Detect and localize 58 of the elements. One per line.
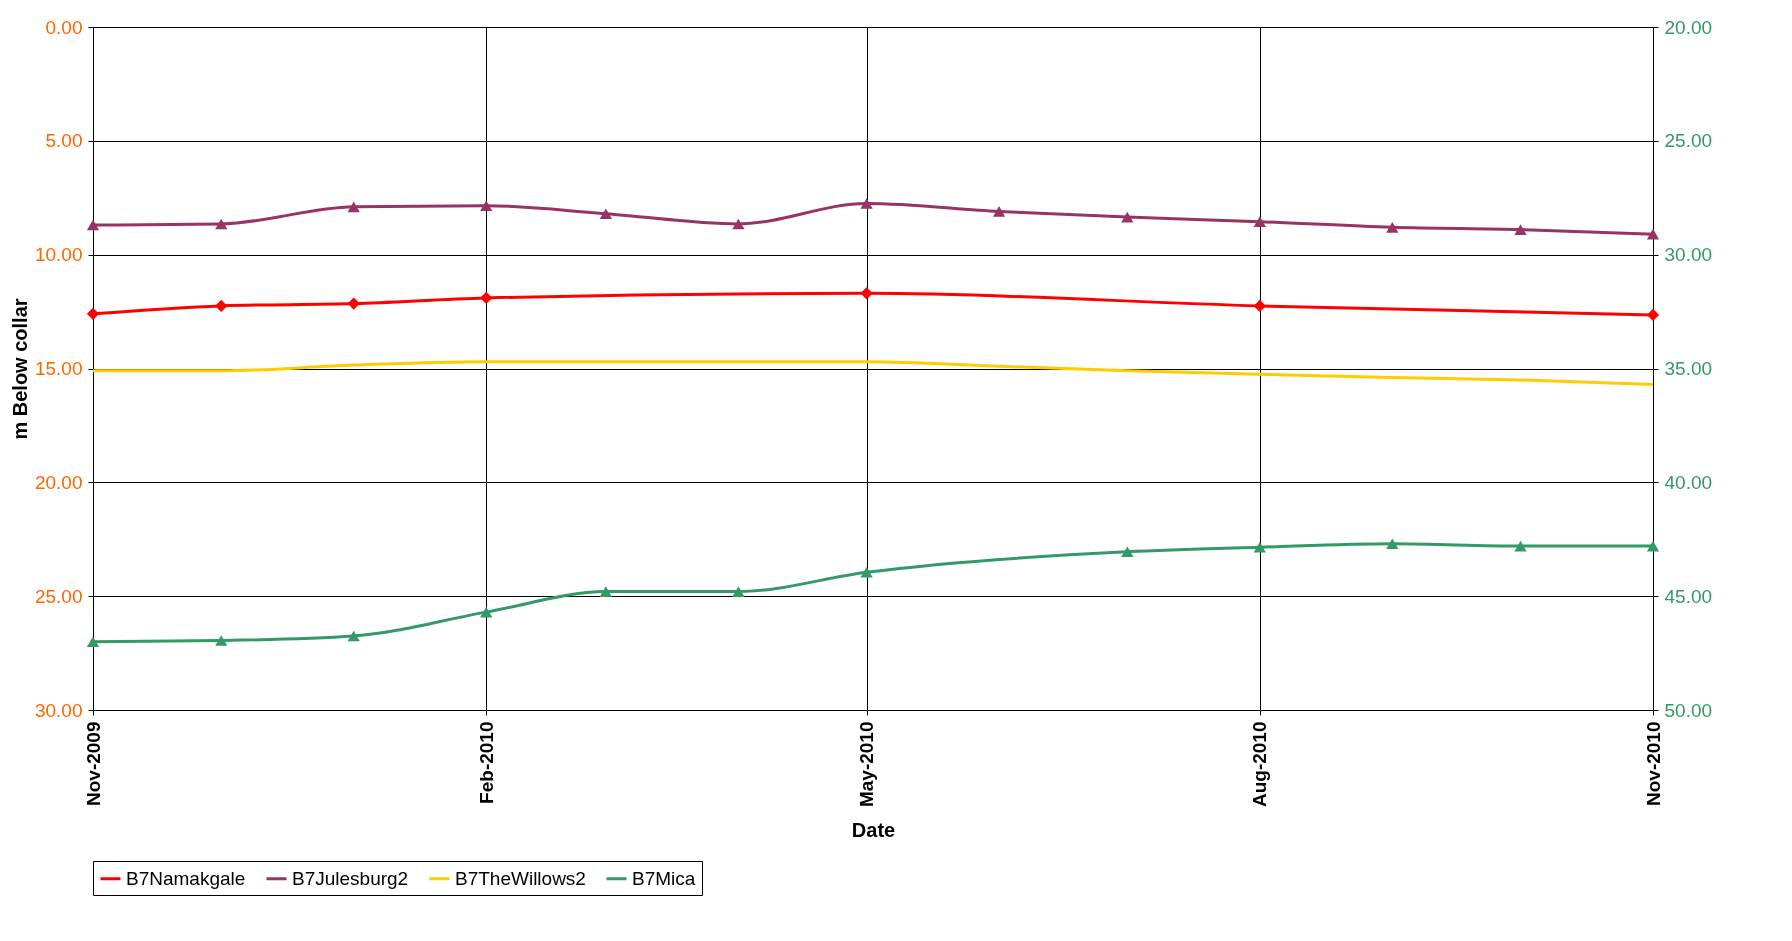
point [599, 208, 612, 219]
y-tick-label: 0.00 [45, 16, 83, 38]
point [1514, 224, 1527, 235]
point [1253, 299, 1266, 313]
y-tick-label: 5.00 [45, 130, 83, 152]
point [1121, 546, 1134, 558]
point [1386, 222, 1399, 233]
x-tick-label: Nov-2010 [1642, 721, 1664, 806]
y2-tick-label: 50.00 [1664, 699, 1713, 721]
point [215, 635, 228, 646]
point [347, 630, 360, 642]
point [1646, 228, 1660, 240]
point [86, 219, 100, 231]
y-tick-label: 25.00 [34, 585, 83, 607]
point [347, 297, 360, 310]
x-tick-label: May-2010 [856, 721, 878, 808]
point [599, 586, 612, 597]
y-tick-label: 30.00 [34, 699, 83, 721]
point [732, 586, 745, 597]
x-tick-label: Nov-2009 [82, 721, 104, 806]
point [480, 291, 493, 305]
point [86, 636, 100, 647]
point [347, 201, 360, 213]
y2-tick-label: 25.00 [1664, 130, 1713, 152]
y2-tick-label: 30.00 [1664, 244, 1713, 266]
point [1386, 538, 1399, 550]
point [860, 566, 873, 578]
y2-tick-label: 45.00 [1664, 585, 1713, 607]
y-tick-label: 15.00 [34, 358, 83, 379]
point [1121, 211, 1134, 223]
point [860, 287, 873, 300]
point [1253, 541, 1266, 553]
point [480, 606, 493, 618]
point [480, 200, 493, 212]
x-tick-label: Aug-2010 [1249, 721, 1271, 808]
y2-tick-label: 35.00 [1664, 358, 1713, 379]
y-tick-label: 20.00 [34, 471, 83, 493]
y-tick-label: 10.00 [34, 244, 83, 266]
x-axis-title: Date [851, 819, 896, 842]
point [86, 307, 100, 320]
legend-label: B7Mica [632, 867, 696, 889]
point [215, 218, 228, 230]
legend-label: B7Julesburg2 [292, 867, 409, 889]
y2-tick-label: 20.00 [1664, 16, 1713, 38]
point [860, 198, 873, 209]
line-series [91, 360, 1655, 386]
x-tick-label: Feb-2010 [475, 721, 497, 804]
point [1253, 216, 1266, 227]
point [992, 206, 1006, 217]
legend-label: B7Namakgale [126, 867, 246, 889]
legend-label: B7TheWillows2 [455, 867, 586, 889]
point [732, 218, 745, 230]
point [1646, 540, 1660, 552]
point [1646, 308, 1660, 322]
point [215, 299, 228, 313]
y-axis-title: m Below collar [8, 298, 31, 440]
point [1514, 540, 1527, 552]
y2-tick-label: 40.00 [1664, 471, 1713, 493]
